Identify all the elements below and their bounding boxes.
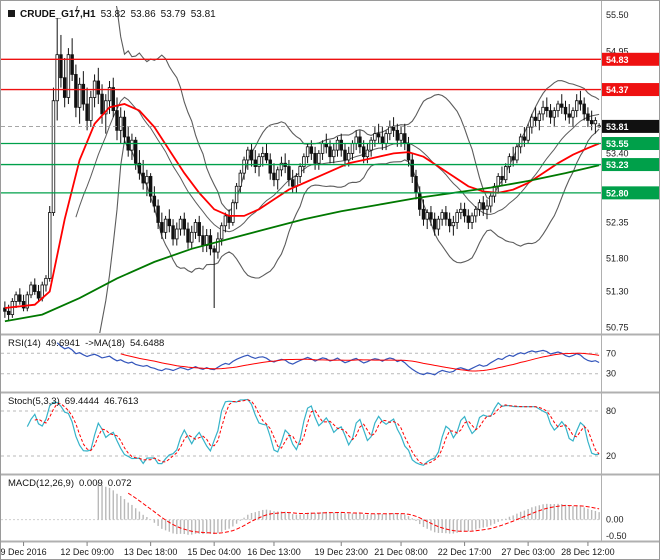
svg-text:9 Dec 2016: 9 Dec 2016 [1,547,47,557]
svg-text:54.95: 54.95 [606,46,629,56]
svg-text:53.40: 53.40 [606,148,629,158]
macd-panel[interactable]: 0.00 -0.50 [1,482,627,541]
svg-text:51.80: 51.80 [606,254,629,264]
price-axis[interactable]: 55.50 54.95 53.40 52.35 51.80 51.30 50.75 54.83… [602,10,659,333]
svg-text:20: 20 [606,451,616,461]
svg-text:22 Dec 17:00: 22 Dec 17:00 [438,547,492,557]
rsi-ma-line [120,352,600,372]
price-badge-support[interactable]: 53.55 [602,137,659,151]
svg-text:27 Dec 03:00: 27 Dec 03:00 [501,547,555,557]
ma-slow-line [4,164,600,323]
stoch-k-line [26,398,600,466]
svg-text:51.30: 51.30 [606,287,629,297]
svg-text:70: 70 [606,348,616,358]
svg-text:16 Dec 13:00: 16 Dec 13:00 [247,547,301,557]
svg-text:12 Dec 09:00: 12 Dec 09:00 [60,547,114,557]
svg-text:15 Dec 04:00: 15 Dec 04:00 [187,547,241,557]
svg-text:53.81: 53.81 [606,122,629,132]
svg-text:28 Dec 12:00: 28 Dec 12:00 [561,547,615,557]
svg-text:52.80: 52.80 [606,188,629,198]
time-axis[interactable]: 9 Dec 2016 12 Dec 09:00 13 Dec 18:00 15 Dec… [1,542,615,557]
price-badge-support[interactable]: 53.23 [602,158,659,172]
stoch-panel[interactable]: 80 20 [1,398,616,466]
svg-text:80: 80 [606,406,616,416]
svg-text:0.00: 0.00 [606,515,624,525]
rsi-line [56,342,600,376]
svg-text:30: 30 [606,369,616,379]
svg-text:55.50: 55.50 [606,10,629,20]
ma-overlays [4,103,600,323]
macd-histogram [97,482,600,535]
price-badge-resistance[interactable]: 54.37 [602,83,659,97]
svg-text:53.23: 53.23 [606,160,629,170]
svg-text:-0.50: -0.50 [606,531,627,541]
svg-text:21 Dec 08:00: 21 Dec 08:00 [374,547,428,557]
svg-text:54.83: 54.83 [606,55,629,65]
svg-text:13 Dec 18:00: 13 Dec 18:00 [124,547,178,557]
svg-text:19 Dec 23:00: 19 Dec 23:00 [314,547,368,557]
stoch-d-line [34,399,600,465]
svg-text:53.55: 53.55 [606,139,629,149]
price-badge-support[interactable]: 52.80 [602,186,659,200]
svg-text:50.75: 50.75 [606,323,629,333]
rsi-panel[interactable]: 70 30 [1,342,616,379]
ma-fast-line [4,103,600,309]
price-badge-resistance[interactable]: 54.83 [602,52,659,66]
svg-text:54.37: 54.37 [606,85,629,95]
price-badge-current-price: 53.81 [602,119,659,133]
svg-text:52.35: 52.35 [606,217,629,227]
